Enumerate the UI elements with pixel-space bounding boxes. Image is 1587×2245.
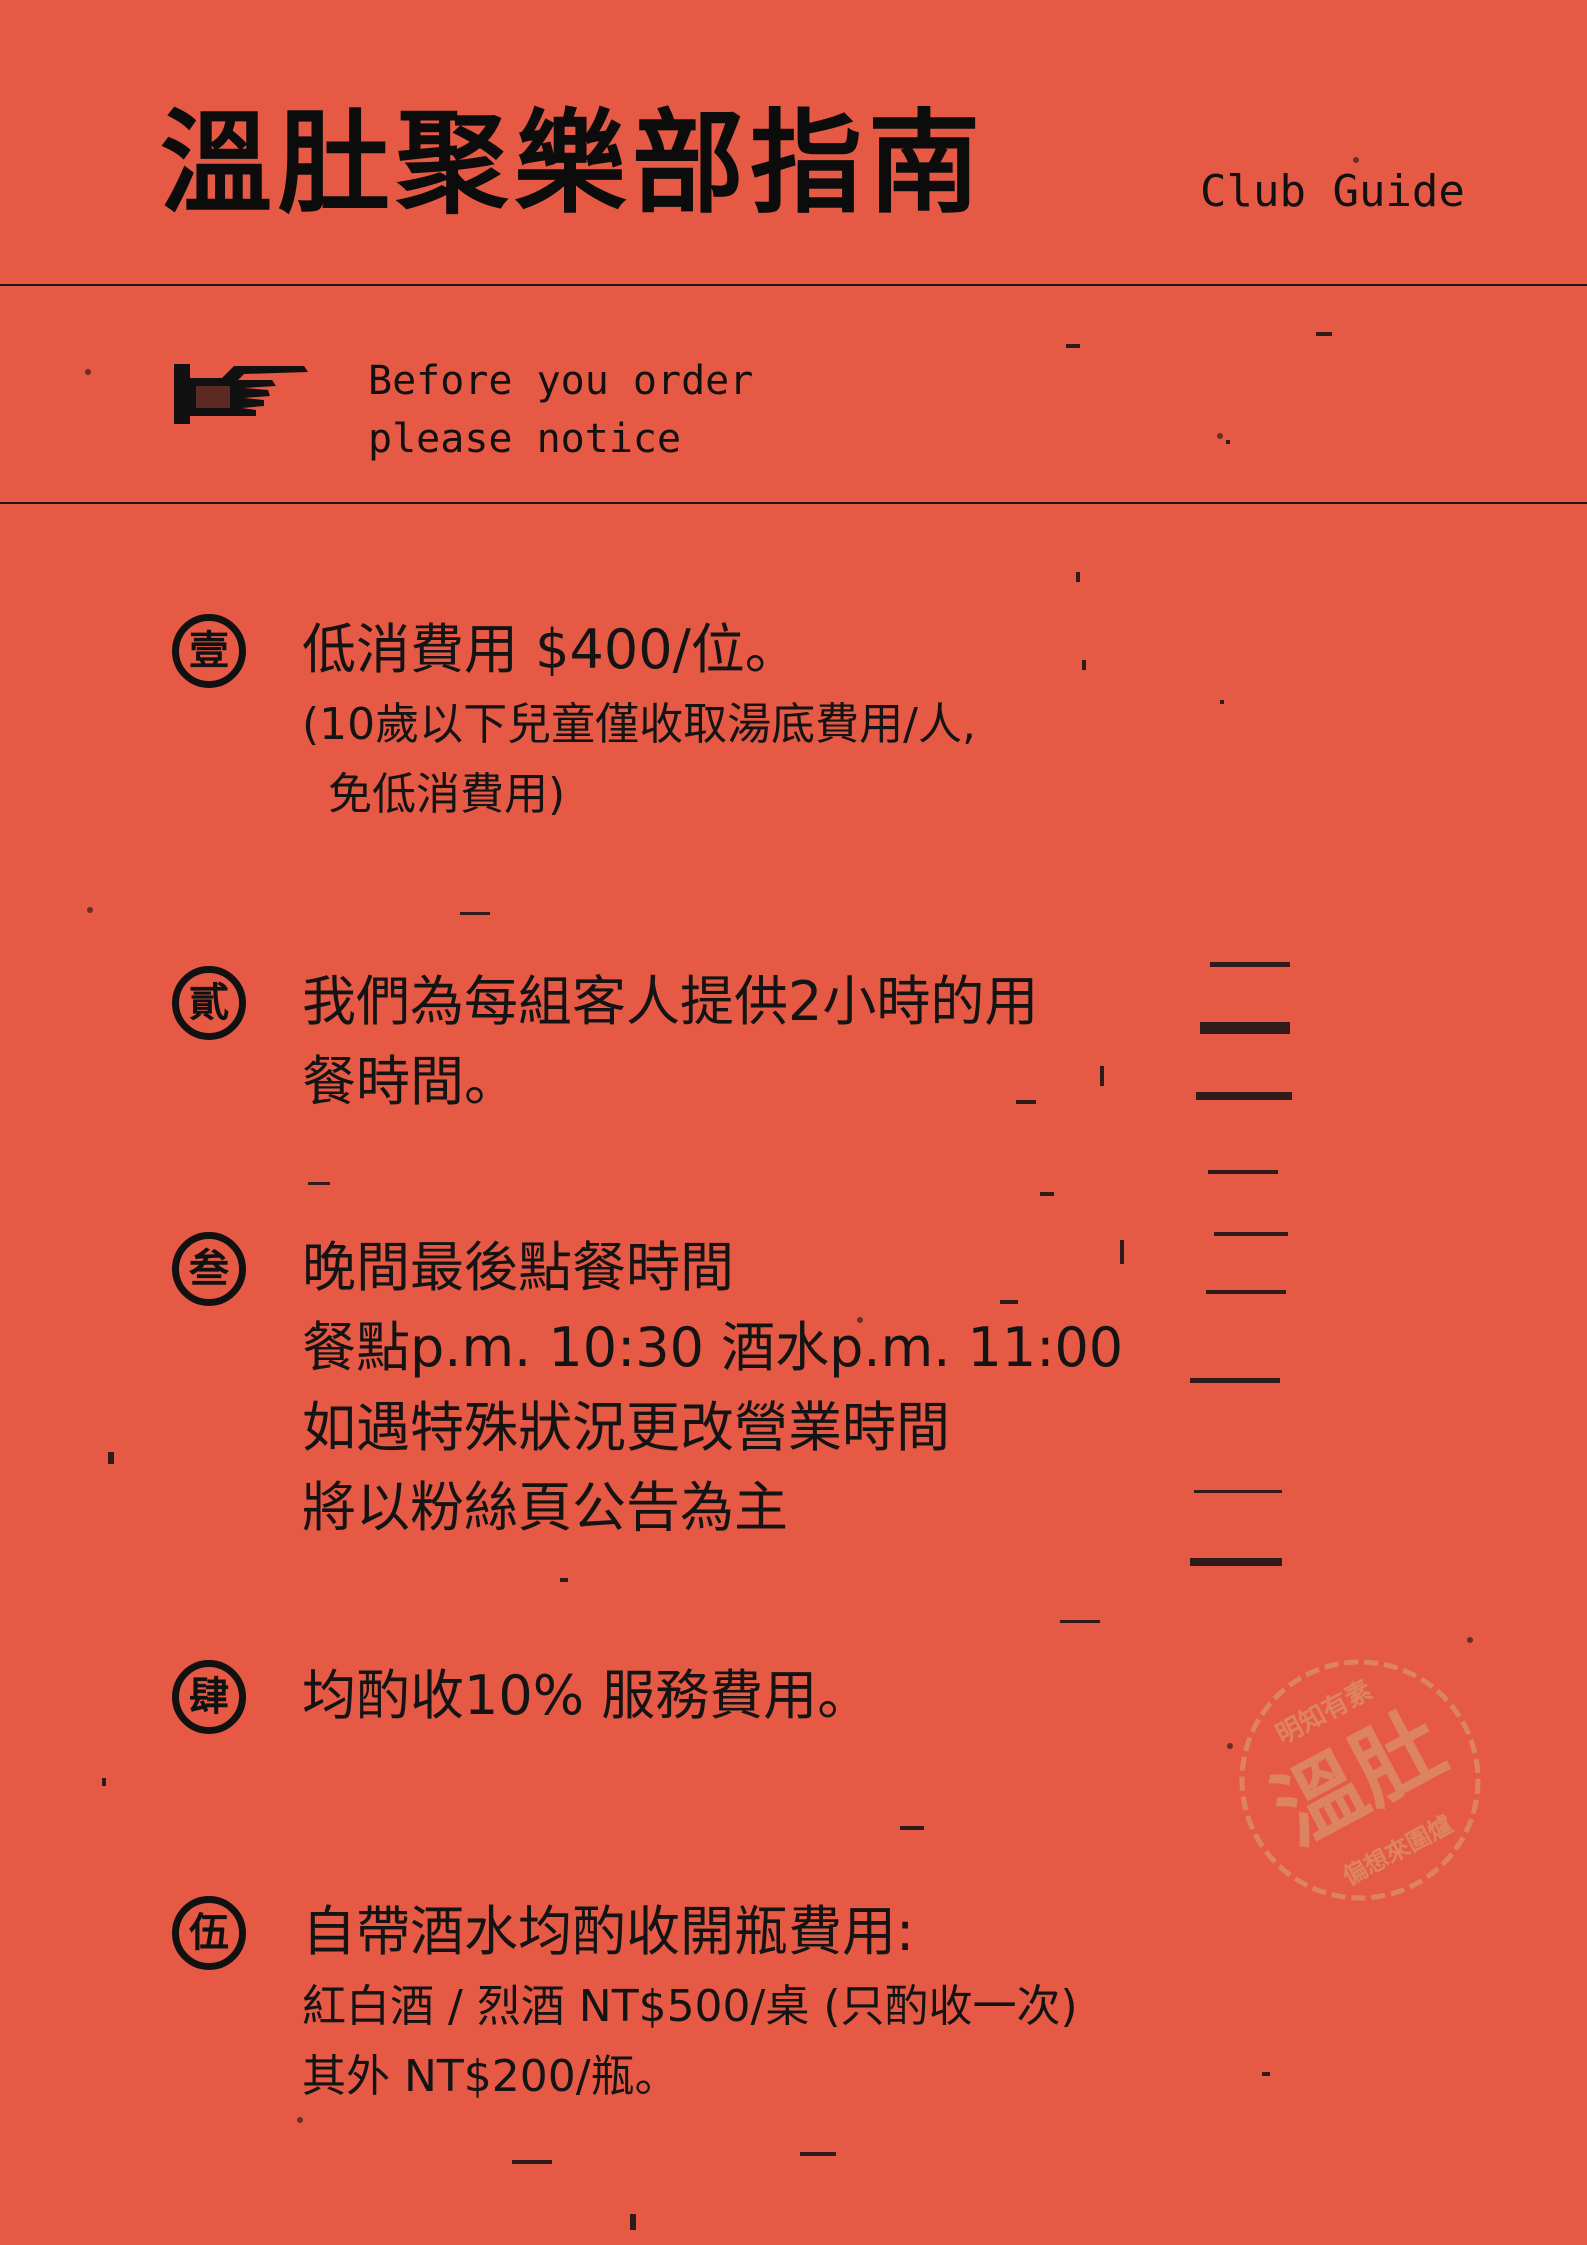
item-text: 自帶酒水均酌收開瓶費用: 紅白酒 / 烈酒 NT$500/桌 (只酌收一次) 其… [302,1892,1078,2112]
item-line: (10歲以下兒童僅收取湯底費用/人, [302,699,976,750]
item-line: 紅白酒 / 烈酒 NT$500/桌 (只酌收一次) [302,1981,1078,2032]
item-line: 均酌收10% 服務費用。 [302,1664,872,1727]
item-text: 低消費用 $400/位。 (10歲以下兒童僅收取湯底費用/人, 免低消費用) [302,610,976,830]
numeral-badge: 壹 [172,614,246,688]
numeral-badge: 伍 [172,1896,246,1970]
item-line: 如遇特殊狀況更改營業時間 [302,1396,950,1459]
item-line: 將以粉絲頁公告為主 [302,1476,788,1539]
restaurant-seal-stamp: 溫肚 明知有素 偏想來圍爐 [1239,1659,1481,1901]
item-line: 其外 NT$200/瓶。 [302,2051,679,2102]
notice-line-2: please notice [368,416,682,462]
page-title: 溫肚聚樂部指南 [160,98,986,229]
item-line: 免低消費用) [328,769,566,820]
item-line: 我們為每組客人提供2小時的用 [302,970,1039,1033]
item-text: 均酌收10% 服務費用。 [302,1656,871,1736]
item-text: 我們為每組客人提供2小時的用 餐時間。 [302,962,1038,1122]
notice-band [0,286,1587,504]
numeral-badge: 貳 [172,966,246,1040]
item-line: 餐時間。 [302,1050,518,1113]
page-subtitle: Club Guide [1200,166,1465,217]
item-line: 晚間最後點餐時間 [302,1236,734,1299]
numeral-badge: 叁 [172,1232,246,1306]
pointing-hand-icon [174,364,308,424]
item-line: 低消費用 $400/位。 [302,618,799,681]
header-band: 溫肚聚樂部指南 Club Guide [0,0,1587,286]
item-line: 餐點p.m. 10:30 酒水p.m. 11:00 [302,1316,1124,1379]
item-text: 晚間最後點餐時間 餐點p.m. 10:30 酒水p.m. 11:00 如遇特殊狀… [302,1228,1123,1548]
notice-text: Before you order please notice [368,352,753,468]
notice-line-1: Before you order [368,358,754,404]
numeral-badge: 肆 [172,1660,246,1734]
item-line: 自帶酒水均酌收開瓶費用: [302,1900,915,1963]
